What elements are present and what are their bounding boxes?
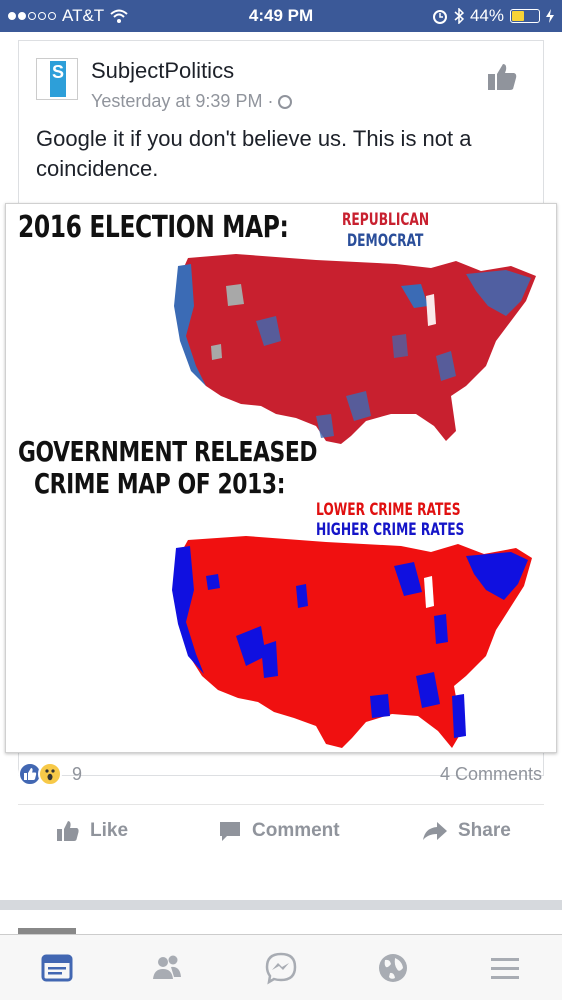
globe-icon[interactable] — [376, 951, 410, 985]
clock: 4:49 PM — [248, 6, 314, 25]
crime-map-heading-line2: CRIME MAP OF 2013: — [34, 467, 286, 500]
feed-separator — [0, 900, 562, 910]
public-globe-icon — [278, 94, 293, 109]
comment-button[interactable]: Comment — [218, 820, 340, 842]
post-image[interactable]: 2016 ELECTION MAP: REPUBLICAN DEMOCRAT G… — [5, 203, 557, 753]
battery-icon — [510, 9, 540, 23]
legend-democrat: DEMOCRAT — [347, 231, 424, 251]
like-button-label: Like — [90, 820, 129, 841]
news-feed-icon[interactable] — [40, 951, 74, 985]
post-timestamp[interactable]: Yesterday at 9:39 PM — [91, 91, 263, 111]
friends-icon[interactable] — [150, 951, 184, 985]
thumbs-up-icon — [57, 821, 79, 841]
crime-map-heading-line1: GOVERNMENT RELEASED — [18, 435, 318, 468]
page-name-link[interactable]: SubjectPolitics — [91, 58, 235, 83]
election-map-heading: 2016 ELECTION MAP: — [18, 210, 289, 245]
comments-count-link[interactable]: 4 Comments — [439, 764, 542, 784]
reactions-summary[interactable]: 9 — [18, 762, 82, 786]
share-button[interactable]: Share — [422, 820, 511, 842]
bluetooth-icon — [454, 8, 464, 24]
like-button[interactable]: Like — [56, 820, 128, 842]
battery-percent: 44% — [469, 6, 504, 25]
wow-reaction-icon — [38, 762, 62, 786]
share-button-label: Share — [458, 820, 511, 841]
meta-separator: · — [267, 91, 274, 111]
reactions-divider — [18, 804, 544, 805]
charging-icon — [546, 9, 554, 23]
election-map-image — [174, 254, 536, 444]
bottom-tab-bar — [0, 934, 562, 1000]
status-left: AT&T — [8, 6, 128, 26]
alarm-icon — [432, 10, 447, 24]
menu-icon[interactable] — [488, 951, 522, 985]
page-avatar[interactable]: S — [36, 58, 78, 100]
legend-republican: REPUBLICAN — [342, 210, 430, 230]
crime-map-image — [172, 536, 532, 748]
signal-strength-icon — [8, 12, 56, 20]
reaction-count: 9 — [72, 763, 83, 784]
status-right: 44% — [432, 6, 554, 26]
comment-icon — [220, 822, 240, 841]
post-actions: Like Comment Share — [0, 820, 562, 860]
legend-higher-crime: HIGHER CRIME RATES — [316, 520, 465, 540]
comment-button-label: Comment — [252, 820, 340, 841]
wifi-icon — [110, 9, 128, 23]
post-text: Google it if you don't believe us. This … — [36, 126, 472, 181]
status-bar: AT&T 4:49 PM 44% — [0, 0, 562, 32]
messenger-icon[interactable] — [264, 951, 298, 985]
share-arrow-icon — [423, 822, 447, 840]
post-meta: Yesterday at 9:39 PM · — [91, 91, 293, 112]
like-page-icon[interactable] — [486, 62, 518, 92]
legend-lower-crime: LOWER CRIME RATES — [316, 500, 461, 520]
carrier-label: AT&T — [62, 6, 105, 25]
